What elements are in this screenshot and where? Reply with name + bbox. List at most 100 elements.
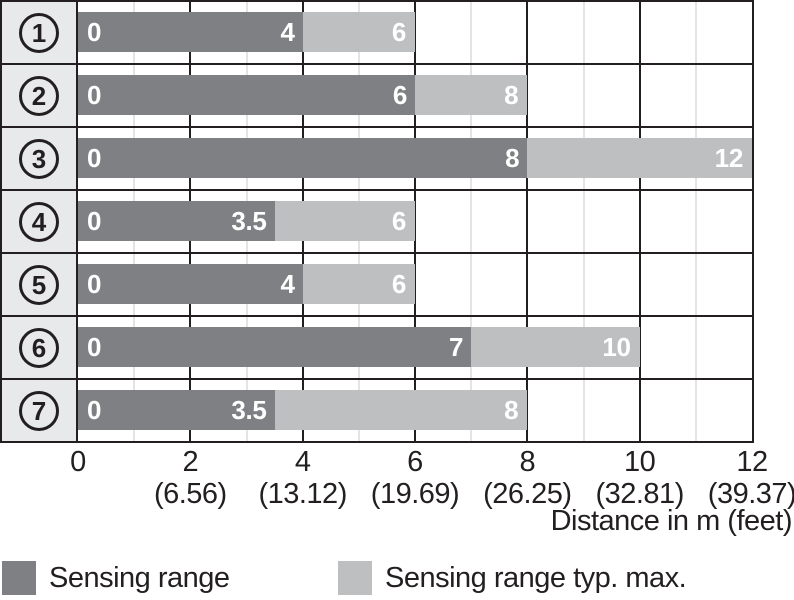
bar-typ-max-label: 10 bbox=[602, 331, 631, 362]
row-label: 7 bbox=[2, 380, 78, 441]
gridline-major bbox=[638, 317, 641, 378]
gridline-major bbox=[526, 65, 529, 126]
row-label: 3 bbox=[2, 128, 78, 189]
bar-range-label: 8 bbox=[505, 142, 520, 173]
gridline-major bbox=[414, 191, 416, 252]
gridline-minor bbox=[695, 317, 697, 378]
gridline-minor bbox=[583, 380, 584, 441]
circled-number: 7 bbox=[19, 390, 59, 431]
legend: Sensing range Sensing range typ. max. bbox=[2, 561, 794, 595]
bar-sensing-range: 0 3.5 bbox=[78, 201, 275, 241]
x-axis-tick: 6 (19.69) bbox=[370, 446, 460, 511]
bar-typ-max-label: 6 bbox=[391, 205, 406, 236]
bar-start-label: 0 bbox=[87, 331, 102, 362]
tick-label-feet: (13.12) bbox=[258, 478, 347, 511]
chart-row: 7 0 3.5 8 bbox=[2, 380, 752, 441]
tick-label-m: 10 bbox=[624, 446, 656, 478]
chart-row: 3 0 8 12 bbox=[2, 128, 752, 191]
legend-swatch-light bbox=[338, 561, 372, 595]
tick-label-m: 12 bbox=[736, 446, 768, 478]
gridline-minor bbox=[695, 254, 697, 315]
tick-label-m: 8 bbox=[519, 446, 536, 478]
bar-start-label: 0 bbox=[87, 205, 102, 236]
circled-number: 3 bbox=[19, 138, 59, 179]
bar-range-label: 3.5 bbox=[231, 205, 267, 236]
bar-sensing-range: 0 3.5 bbox=[78, 390, 275, 430]
bar-typ-max: 6 bbox=[274, 201, 415, 241]
gridline-major bbox=[526, 2, 529, 63]
x-axis-tick: 12 (39.37) bbox=[708, 447, 794, 510]
gridline-minor bbox=[583, 254, 584, 315]
row-label: 5 bbox=[2, 254, 78, 315]
gridline-minor bbox=[470, 191, 472, 252]
x-axis: Distance in m (feet) 0 2 (6.56) 4 (13.12) 6 (1… bbox=[70, 443, 794, 543]
circled-number: 5 bbox=[19, 264, 59, 305]
gridline-major bbox=[638, 191, 641, 252]
row-plot: 0 3.5 8 bbox=[78, 380, 752, 441]
bar-typ-max: 6 bbox=[302, 12, 415, 52]
gridline-minor bbox=[695, 2, 697, 63]
bar-range-label: 4 bbox=[280, 16, 295, 47]
gridline-major bbox=[638, 2, 641, 63]
tick-label-feet: (19.69) bbox=[370, 478, 460, 511]
bar-typ-max-label: 8 bbox=[504, 79, 519, 110]
gridline-minor bbox=[695, 380, 697, 441]
circled-number: 6 bbox=[19, 327, 59, 368]
tick-label-feet: (6.56) bbox=[153, 478, 227, 511]
legend-item: Sensing range bbox=[2, 561, 338, 595]
bar-range-label: 3.5 bbox=[231, 394, 267, 425]
chart-grid: 1 0 4 6 2 0 6 8 3 0 8 12 4 0 3.5 6 5 0 4 6 6 0 7 10 7 0 3.5 8 bbox=[0, 0, 754, 443]
x-axis-title: Distance in m (feet) bbox=[550, 505, 793, 537]
bar-typ-max: 12 bbox=[527, 138, 752, 178]
bar-start-label: 0 bbox=[87, 16, 102, 47]
row-plot: 0 3.5 6 bbox=[78, 191, 752, 252]
gridline-major bbox=[526, 191, 529, 252]
x-axis-tick: 2 (6.56) bbox=[154, 447, 227, 510]
x-axis-tick: 4 (13.12) bbox=[258, 447, 347, 511]
row-label: 6 bbox=[2, 317, 78, 378]
circled-number: 1 bbox=[19, 12, 59, 53]
bar-range-label: 7 bbox=[448, 331, 464, 362]
bar-typ-max: 10 bbox=[471, 327, 640, 367]
gridline-minor bbox=[583, 2, 584, 63]
gridline-minor bbox=[695, 65, 697, 126]
legend-label: Sensing range typ. max. bbox=[385, 561, 687, 594]
row-plot: 0 8 12 bbox=[78, 128, 752, 189]
bar-typ-max-label: 12 bbox=[714, 142, 744, 173]
legend-label: Sensing range bbox=[49, 561, 230, 594]
bar-start-label: 0 bbox=[87, 268, 102, 299]
row-label: 1 bbox=[2, 2, 78, 63]
gridline-major bbox=[638, 65, 641, 126]
bar-range-label: 6 bbox=[392, 79, 407, 110]
x-axis-tick: 0 bbox=[70, 446, 86, 478]
bar-typ-max: 8 bbox=[274, 390, 528, 430]
bar-range-label: 4 bbox=[280, 268, 295, 299]
tick-label-m: 0 bbox=[70, 446, 86, 478]
gridline-minor bbox=[583, 65, 584, 126]
bar-typ-max-label: 6 bbox=[391, 268, 406, 299]
bar-typ-max-label: 8 bbox=[504, 394, 519, 425]
gridline-major bbox=[414, 254, 416, 315]
row-plot: 0 7 10 bbox=[78, 317, 752, 378]
gridline-minor bbox=[470, 254, 472, 315]
tick-label-m: 6 bbox=[407, 446, 423, 478]
legend-swatch-dark bbox=[2, 561, 36, 595]
tick-label-feet: (32.81) bbox=[595, 478, 684, 511]
tick-label-feet: (26.25) bbox=[483, 478, 572, 511]
bar-typ-max: 6 bbox=[302, 264, 415, 304]
gridline-major bbox=[526, 254, 529, 315]
circled-number: 2 bbox=[19, 75, 59, 116]
bar-start-label: 0 bbox=[87, 394, 102, 425]
gridline-minor bbox=[583, 191, 584, 252]
bar-start-label: 0 bbox=[87, 142, 102, 173]
gridline-minor bbox=[695, 191, 697, 252]
